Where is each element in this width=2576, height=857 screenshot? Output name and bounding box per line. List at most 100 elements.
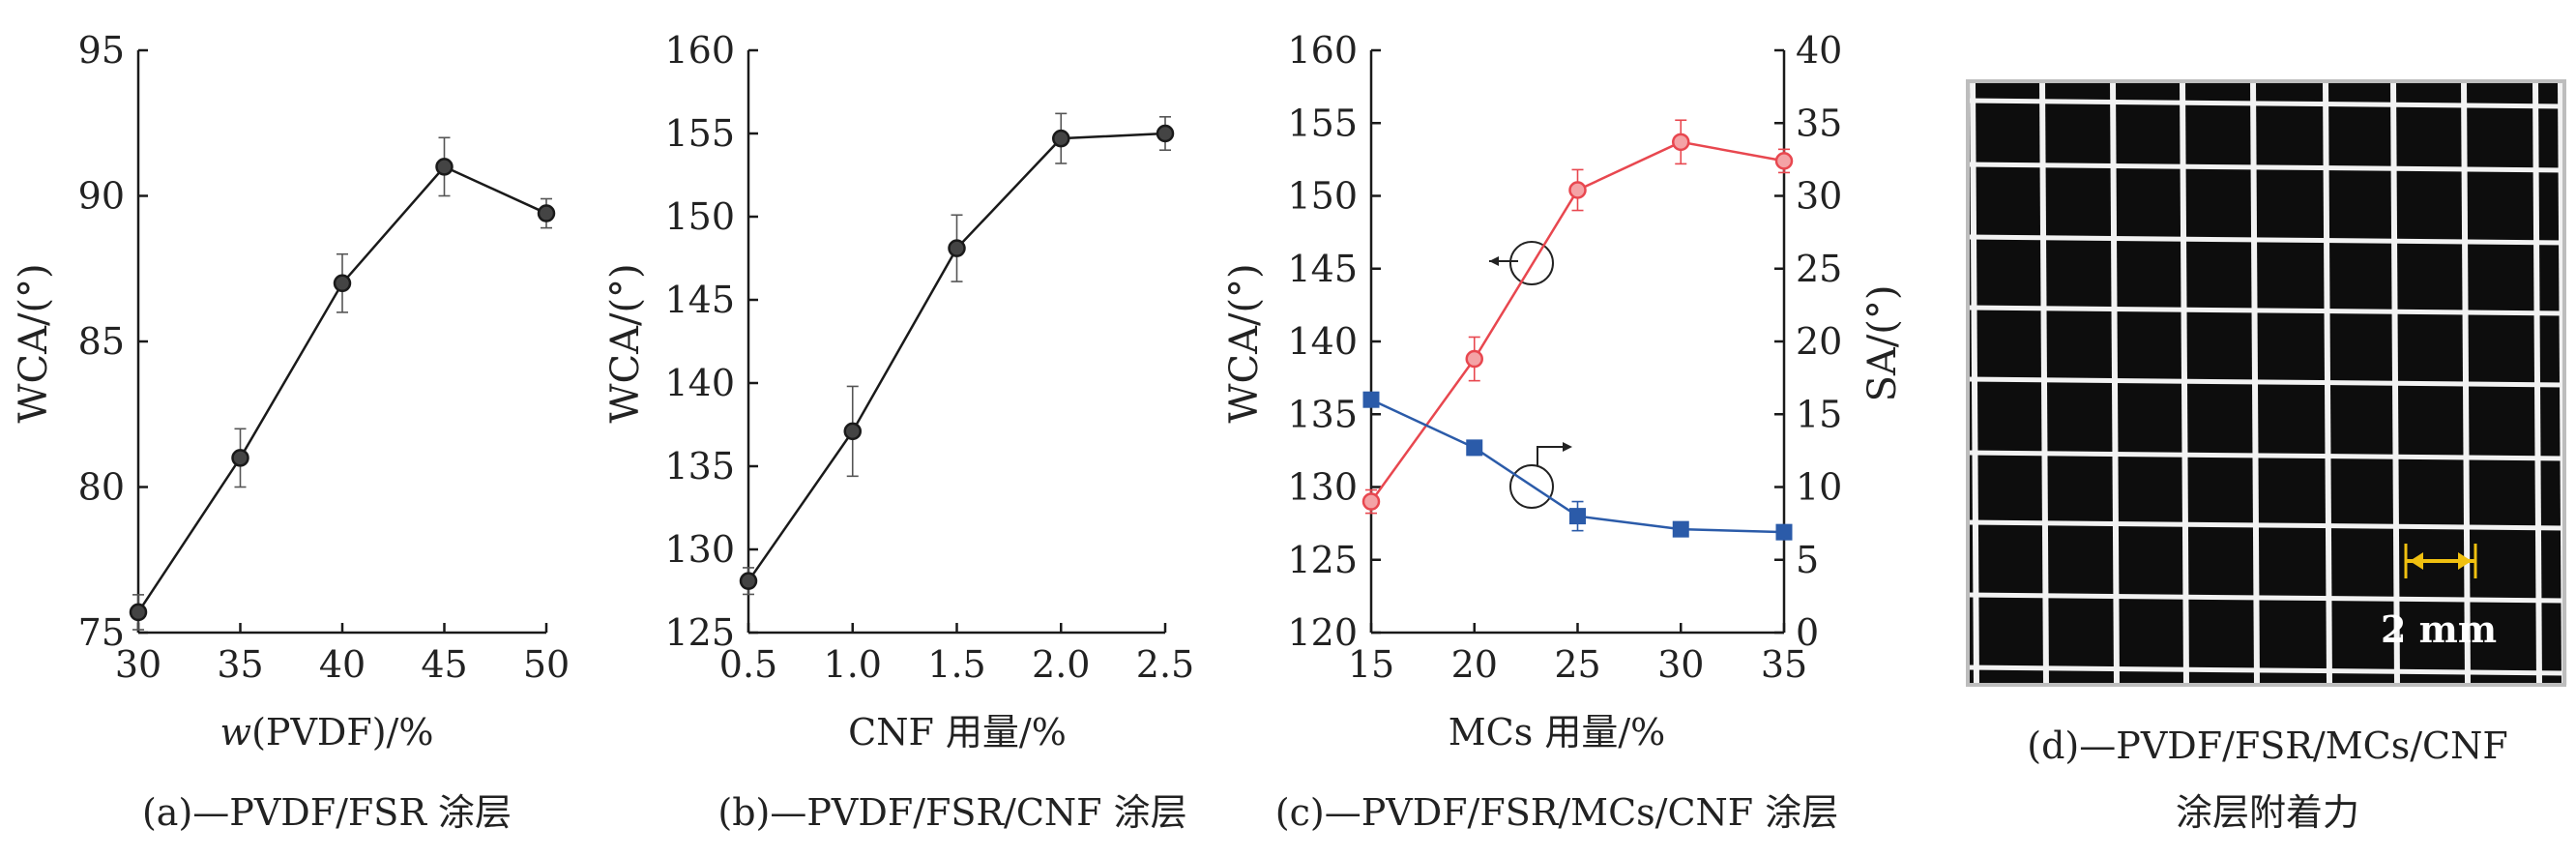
panel-c-x-tick-label: 15	[1348, 643, 1394, 686]
panel-b-y-tick-label: 140	[664, 362, 735, 404]
panel-a-y-tick-label: 75	[78, 611, 125, 654]
panel-c-y2-tick-label: 30	[1796, 175, 1842, 218]
panel-c-y-tick-label: 150	[1287, 175, 1358, 218]
panel-c-y-tick-label: 135	[1287, 393, 1358, 435]
panel-c-x-axis-label: MCs 用量/%	[1449, 711, 1665, 754]
panel-b-series-1-point	[1052, 129, 1070, 148]
panel-b-series-1-point	[1156, 124, 1175, 143]
panel-b-x-axis-label: CNF 用量/%	[848, 711, 1067, 754]
grid-line-vertical	[1970, 80, 1979, 686]
panel-b-series-1-point	[948, 239, 966, 257]
photo-frame	[1966, 79, 2566, 687]
panel-b-y-tick-label: 125	[664, 611, 735, 654]
panel-b-series-1-point	[843, 422, 862, 441]
panel-c-x-tick-label: 35	[1761, 643, 1807, 686]
scale-bar	[2404, 544, 2477, 578]
grid-line-vertical	[2110, 80, 2120, 686]
panel-b-y-tick-label: 130	[664, 528, 735, 571]
panel-a-y-tick-label: 95	[78, 29, 125, 72]
panel-c-x-tick-label: 20	[1451, 643, 1498, 686]
panel-c-y-axis-label: WCA/(°)	[1222, 263, 1267, 423]
crosshatch-grid	[1966, 79, 2567, 687]
panel-b-y-tick-label: 155	[664, 112, 735, 155]
panel-c-y-tick-label: 125	[1287, 539, 1358, 581]
grid-line-horizontal	[1967, 305, 2565, 316]
panel-c-y2-tick-label: 10	[1796, 466, 1842, 509]
panel-a-series-1-point	[537, 204, 556, 222]
panel-c-series-2-point	[1466, 439, 1483, 457]
panel-b-chart: WCA/(°) CNF 用量/% (b)—PVDF/FSR/CNF 涂层 0.5…	[603, 29, 1194, 834]
wca-series-indicator	[1489, 241, 1554, 285]
panel-c-y2-tick-label: 15	[1796, 393, 1842, 435]
panel-a-x-tick-label: 45	[421, 643, 467, 686]
panel-b-x-tick-label: 1.5	[927, 643, 985, 686]
panel-a-series-1-point	[231, 449, 249, 467]
panel-b-caption: (b)—PVDF/FSR/CNF 涂层	[717, 791, 1186, 834]
panel-a-y-tick-label: 80	[78, 466, 125, 509]
panel-c-caption: (c)—PVDF/FSR/MCs/CNF 涂层	[1275, 791, 1838, 834]
scale-bar-label: 2 mm	[2381, 607, 2497, 651]
panel-b-x-tick-label: 2.0	[1032, 643, 1090, 686]
panel-c-y2-tick-label: 0	[1796, 611, 1819, 654]
panel-c-series-1-point	[1672, 133, 1690, 152]
panel-c-series-1-point	[1361, 492, 1381, 511]
panel-c-y2-tick-label: 40	[1796, 29, 1842, 72]
panel-c-series-2-point	[1672, 520, 1689, 538]
panel-a-caption: (a)—PVDF/FSR 涂层	[142, 791, 512, 834]
panel-c-y-tick-label: 145	[1287, 248, 1358, 290]
panel-c-y2-tick-label: 5	[1796, 539, 1819, 581]
panel-b-y-tick-label: 145	[664, 279, 735, 321]
grid-line-horizontal	[1967, 592, 2565, 604]
grid-line-horizontal	[1967, 376, 2565, 388]
panel-c-y-tick-label: 160	[1287, 29, 1358, 72]
panel-c-y-tick-label: 140	[1287, 320, 1358, 363]
panel-b-series-1-line	[746, 132, 1166, 582]
panel-c-series-2-point	[1362, 391, 1380, 408]
panel-b-x-tick-label: 1.0	[824, 643, 882, 686]
panel-a-x-tick-label: 50	[523, 643, 570, 686]
panel-c-y2-tick-label: 25	[1796, 248, 1842, 290]
panel-a-x-tick-label: 40	[319, 643, 366, 686]
panel-c-series-2-point	[1775, 523, 1793, 541]
grid-line-horizontal	[1967, 450, 2565, 461]
panel-c-series-1-point	[1774, 152, 1794, 170]
panel-a-chart: WCA/(°) w(PVDF)/% (a)—PVDF/FSR 涂层 30 35 40…	[12, 29, 570, 834]
panel-c-y2-tick-label: 20	[1796, 320, 1842, 363]
grid-line-horizontal	[1967, 98, 2565, 109]
grid-line-vertical	[2039, 80, 2049, 686]
panel-c-series-1-point	[1568, 181, 1587, 199]
panel-c-y2-tick-label: 35	[1796, 102, 1842, 144]
adhesion-test-photo: 2 mm (d)—PVDF/FSR/MCs/CNF 涂层附着力	[1966, 79, 2567, 834]
panel-a-series-1-point	[129, 603, 148, 622]
panel-b-x-tick-label: 2.5	[1136, 643, 1194, 686]
grid-line-horizontal	[1967, 162, 2565, 173]
panel-a-x-tick-label: 30	[115, 643, 161, 686]
sa-series-indicator	[1509, 442, 1572, 509]
panel-a-x-axis-label: w(PVDF)/%	[220, 711, 434, 754]
panel-c-x-tick-label: 25	[1554, 643, 1600, 686]
grid-line-horizontal	[1967, 665, 2565, 676]
panel-b-y-tick-label: 135	[664, 445, 735, 488]
panel-c-series-1-point	[1465, 349, 1483, 369]
panel-a-series-1-line	[136, 164, 547, 613]
panel-c-y-tick-label: 130	[1287, 466, 1358, 509]
panel-b-x-tick-label: 0.5	[719, 643, 777, 686]
panel-c-x-tick-label: 30	[1657, 643, 1704, 686]
panel-b-y-tick-label: 150	[664, 195, 735, 238]
panel-a-y-tick-label: 85	[78, 320, 125, 363]
grid-line-horizontal	[1967, 234, 2565, 246]
panel-c-chart: WCA/(°) SA/(°) MCs 用量/% (c)—PVDF/FSR/MCs…	[1222, 29, 1905, 834]
panel-c-y-tick-label: 120	[1287, 611, 1358, 654]
panel-a-x-tick-label: 35	[217, 643, 263, 686]
panel-a-series-1-point	[333, 274, 352, 293]
panel-a-y-axis-label: WCA/(°)	[12, 263, 56, 423]
photo-caption-line2: 涂层附着力	[2176, 791, 2359, 834]
panel-c-y2-axis-label: SA/(°)	[1860, 285, 1905, 402]
panel-c-series-2-point	[1569, 508, 1586, 525]
panel-a-series-1-point	[435, 158, 454, 176]
photo-caption-line1: (d)—PVDF/FSR/MCs/CNF	[2027, 724, 2507, 767]
panel-b-y-axis-label: WCA/(°)	[603, 263, 648, 423]
grid-line-horizontal	[1967, 519, 2565, 531]
panel-a-y-tick-label: 90	[78, 175, 125, 218]
